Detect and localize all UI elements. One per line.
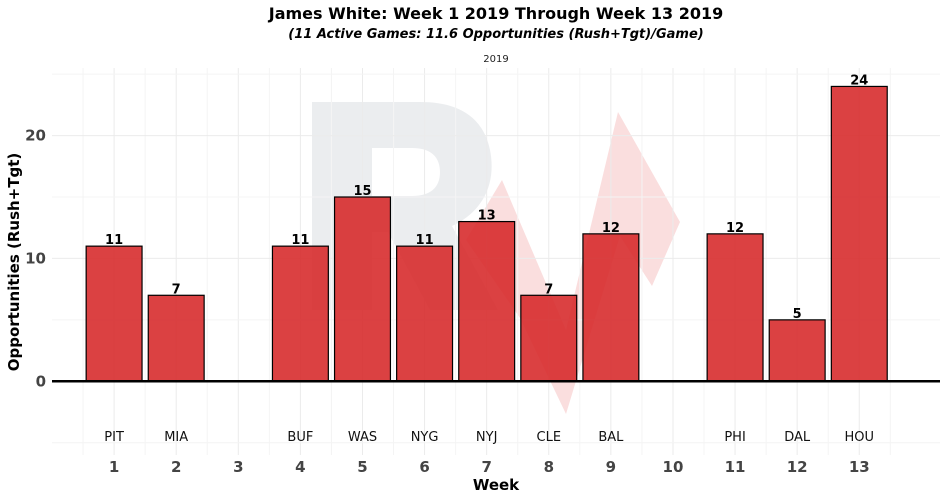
bar-value-label: 11 <box>291 233 309 248</box>
facet-label: 2019 <box>483 54 508 65</box>
x-axis-ticks: 1 2 3 4 5 6 7 8 9 10 11 12 13 <box>109 458 870 476</box>
bar-week-2 <box>147 294 205 382</box>
y-axis-label: Opportunities (Rush+Tgt) <box>5 153 23 372</box>
y-axis-ticks: 0 10 20 <box>25 127 46 391</box>
opponent-label: BUF <box>287 430 313 445</box>
x-tick-label: 1 <box>109 458 119 476</box>
bar-value-label: 12 <box>726 221 744 236</box>
opponent-label: PIT <box>104 430 124 445</box>
bar-week-1 <box>85 245 143 382</box>
bar-value-label: 11 <box>416 233 434 248</box>
opponent-label: PHI <box>724 430 745 445</box>
x-tick-label: 7 <box>481 458 491 476</box>
bar-value-label: 15 <box>353 184 371 199</box>
bar-value-label: 7 <box>544 282 553 297</box>
opponent-label: NYG <box>411 430 439 445</box>
bar-value-labels: 11 7 11 15 11 13 7 12 12 5 24 <box>105 73 868 321</box>
bar-value-label: 24 <box>850 73 868 88</box>
x-tick-label: 10 <box>663 458 684 476</box>
x-tick-label: 2 <box>171 458 181 476</box>
bar-week-6 <box>396 245 454 382</box>
x-axis-label: Week <box>473 476 520 494</box>
x-tick-label: 8 <box>544 458 554 476</box>
x-tick-label: 9 <box>606 458 616 476</box>
bar-week-12 <box>768 319 826 382</box>
opponent-label: MIA <box>164 430 188 445</box>
bar-week-9 <box>582 233 640 382</box>
x-tick-label: 5 <box>357 458 367 476</box>
bar-value-label: 11 <box>105 233 123 248</box>
bar-week-11 <box>706 233 764 382</box>
opponent-label: WAS <box>348 430 377 445</box>
x-tick-label: 11 <box>725 458 746 476</box>
opponent-label: DAL <box>784 430 811 445</box>
bar-value-label: 7 <box>172 282 181 297</box>
opponent-label: CLE <box>537 430 562 445</box>
x-tick-label: 3 <box>233 458 243 476</box>
bar-week-4 <box>271 245 329 382</box>
x-tick-label: 4 <box>295 458 305 476</box>
bar-week-8 <box>520 294 578 382</box>
bars <box>85 85 888 382</box>
opponent-label: BAL <box>598 430 624 445</box>
bar-value-label: 5 <box>793 307 802 322</box>
y-tick-label: 10 <box>25 249 46 267</box>
bar-value-label: 13 <box>478 209 496 224</box>
x-tick-label: 13 <box>849 458 870 476</box>
bar-week-5 <box>333 196 392 382</box>
y-tick-label: 20 <box>25 127 46 145</box>
chart-subtitle: (11 Active Games: 11.6 Opportunities (Ru… <box>288 27 703 42</box>
opponent-labels: PIT MIA BUF WAS NYG NYJ CLE BAL PHI DAL HOU <box>104 430 874 445</box>
y-tick-label: 0 <box>36 372 46 390</box>
bar-value-label: 12 <box>602 221 620 236</box>
x-tick-label: 6 <box>419 458 429 476</box>
x-tick-label: 12 <box>787 458 808 476</box>
bar-week-7 <box>458 220 516 382</box>
bar-week-13 <box>830 85 888 382</box>
chart-title: James White: Week 1 2019 Through Week 13… <box>268 4 724 23</box>
opponent-label: NYJ <box>476 430 498 445</box>
opponent-label: HOU <box>845 430 875 445</box>
